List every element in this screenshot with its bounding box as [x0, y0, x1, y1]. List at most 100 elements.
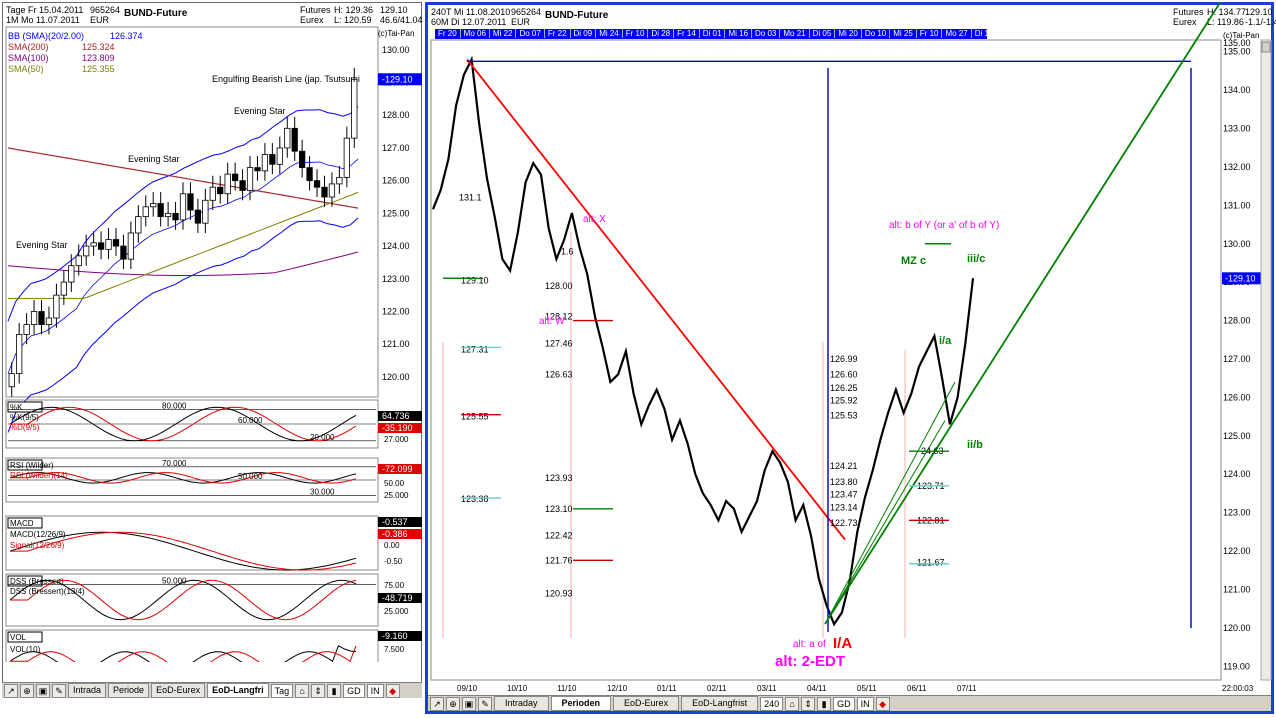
arrows-icon-right[interactable]: ⇕ — [801, 696, 816, 711]
annotation-alt-a: alt: a of — [793, 639, 826, 650]
right-last-tag-bg — [1222, 272, 1266, 285]
legend-value: 123.809 — [82, 53, 115, 63]
period-select[interactable]: Tag — [270, 683, 294, 698]
fib-label-right: 124.21 — [830, 461, 858, 471]
candle-body — [299, 150, 306, 168]
pen-icon-right[interactable]: ✎ — [478, 696, 492, 711]
left-price-tick: 127.00 — [382, 143, 410, 153]
bb-upper — [7, 106, 359, 322]
vol-panel — [5, 629, 379, 662]
candle-body — [313, 180, 321, 188]
fib-label-right: 122.73 — [830, 518, 858, 528]
candle-body — [53, 294, 60, 319]
stoch-level-label: 80.000 — [162, 402, 187, 411]
tab-intraday[interactable]: Intrada — [68, 683, 107, 698]
fib-label-left: 131.1 — [459, 193, 482, 203]
candle-body — [261, 154, 269, 172]
right-header-line1: 240T Mi 11.08.2010 — [431, 7, 511, 17]
right-price-tick: 123.00 — [1223, 508, 1251, 518]
vol-signal — [10, 645, 357, 662]
date-strip-item: Di 12 — [971, 29, 987, 38]
sma100-line — [7, 251, 359, 276]
dss-signal — [10, 579, 357, 621]
macd-tag — [7, 517, 43, 529]
candle-body — [217, 186, 224, 195]
in-button[interactable]: IN — [366, 683, 384, 698]
right-exch2: Eurex — [1173, 17, 1197, 27]
print-icon-right[interactable]: ▣ — [462, 696, 476, 711]
date-strip-item: Di 09 — [570, 29, 597, 38]
candle-body — [254, 167, 261, 172]
vol-value: -9.160 — [382, 631, 408, 641]
print-icon[interactable]: ▣ — [36, 683, 50, 698]
candle-body — [306, 167, 313, 182]
arrow-icon-right[interactable]: ↗ — [430, 696, 444, 711]
gd-button-right[interactable]: GD — [833, 696, 855, 711]
date-strip-item: Mi 25 — [890, 29, 917, 38]
tab-eod-eurex[interactable]: EoD-Eurex — [151, 683, 206, 698]
diamond-icon-right[interactable]: ◆ — [875, 696, 890, 711]
tab-eod-langfrist[interactable]: EoD-Langfri — [207, 683, 269, 698]
right-x-tick: 10/10 — [507, 684, 528, 692]
annotation-alt-w: alt: W — [539, 316, 565, 327]
date-strip-item: Mo 21 — [780, 29, 810, 38]
candle-icon-right[interactable]: ▮ — [817, 696, 832, 711]
dss-val-bg — [378, 593, 422, 603]
candle-body — [164, 212, 172, 218]
candle-icon[interactable]: ▮ — [327, 683, 342, 698]
annotation-2edt: alt: 2-EDT — [775, 653, 845, 670]
fib-label-mid: 128.12 — [545, 312, 573, 322]
candle-body — [187, 193, 194, 211]
fib-label-left: 127.31 — [461, 344, 489, 354]
right-scrollbar — [1260, 39, 1272, 681]
vol-val-bg — [378, 631, 422, 641]
right-last-tag: -129.10 — [1225, 273, 1256, 283]
scroll-up-button — [1261, 41, 1271, 53]
chart-type-icon[interactable]: ⌂ — [295, 683, 310, 698]
rsi-tag — [7, 459, 43, 471]
candle-body — [142, 206, 149, 218]
right-price-tick: 122.00 — [1223, 546, 1251, 556]
left-last-tag: -129.10 — [382, 74, 413, 84]
gd-button[interactable]: GD — [343, 683, 365, 698]
zoom-icon-right[interactable]: ⊕ — [446, 696, 460, 711]
fib-label-mid: 123.10 — [545, 504, 573, 514]
dss-line — [9, 579, 357, 621]
fib-label-mid: 126.63 — [545, 369, 573, 379]
right-price-tick: 133.00 — [1223, 124, 1251, 134]
left-exch2: Eurex — [300, 15, 324, 25]
right-price-tick: 125.00 — [1223, 431, 1251, 441]
dss-axis: 75.00 — [384, 581, 405, 590]
tab-eod-eurex-right[interactable]: EoD-Eurex — [613, 696, 680, 711]
legend-value: 126.374 — [110, 31, 143, 41]
diamond-icon[interactable]: ◆ — [385, 683, 400, 698]
stoch-level-label: 20.000 — [310, 433, 335, 442]
candle-body — [172, 212, 179, 221]
fib-label-mid: 1.6 — [561, 246, 574, 256]
zoom-icon[interactable]: ⊕ — [20, 683, 34, 698]
right-x-tick: 07/11 — [957, 684, 977, 692]
macd-signal — [10, 531, 357, 571]
green-trend-line — [824, 2, 1222, 625]
legend-label: BB (SMA)(20/2.00) — [8, 31, 84, 41]
left-exch1: Futures — [300, 5, 331, 15]
pen-icon[interactable]: ✎ — [52, 683, 66, 698]
macd-tag-label: MACD — [10, 519, 34, 528]
legend-value: 125.355 — [82, 64, 115, 74]
annotation-iii: iii/c — [967, 253, 985, 265]
tab-perioden[interactable]: Periode — [108, 683, 150, 698]
in-button-right[interactable]: IN — [856, 696, 874, 711]
arrows-icon[interactable]: ⇕ — [311, 683, 326, 698]
candle-body — [38, 311, 45, 325]
date-strip-item: Di 28 — [648, 29, 675, 38]
arrow-icon[interactable]: ↗ — [4, 683, 18, 698]
tab-perioden-right[interactable]: Perioden — [550, 696, 612, 711]
period-select-right[interactable]: 240 — [760, 696, 784, 711]
stoch-level-label: 60.000 — [238, 416, 263, 425]
tab-eod-langfrist-right[interactable]: EoD-Langfrist — [681, 696, 759, 711]
right-x-tick: 02/11 — [707, 684, 727, 692]
fib-label-right: 126.60 — [830, 369, 858, 379]
tab-intraday-right[interactable]: Intraday — [494, 696, 549, 711]
chart-type-icon-right[interactable]: ⌂ — [785, 696, 800, 711]
annotation-b-of-y: alt: b of Y (or a' of b of Y) — [889, 220, 999, 231]
